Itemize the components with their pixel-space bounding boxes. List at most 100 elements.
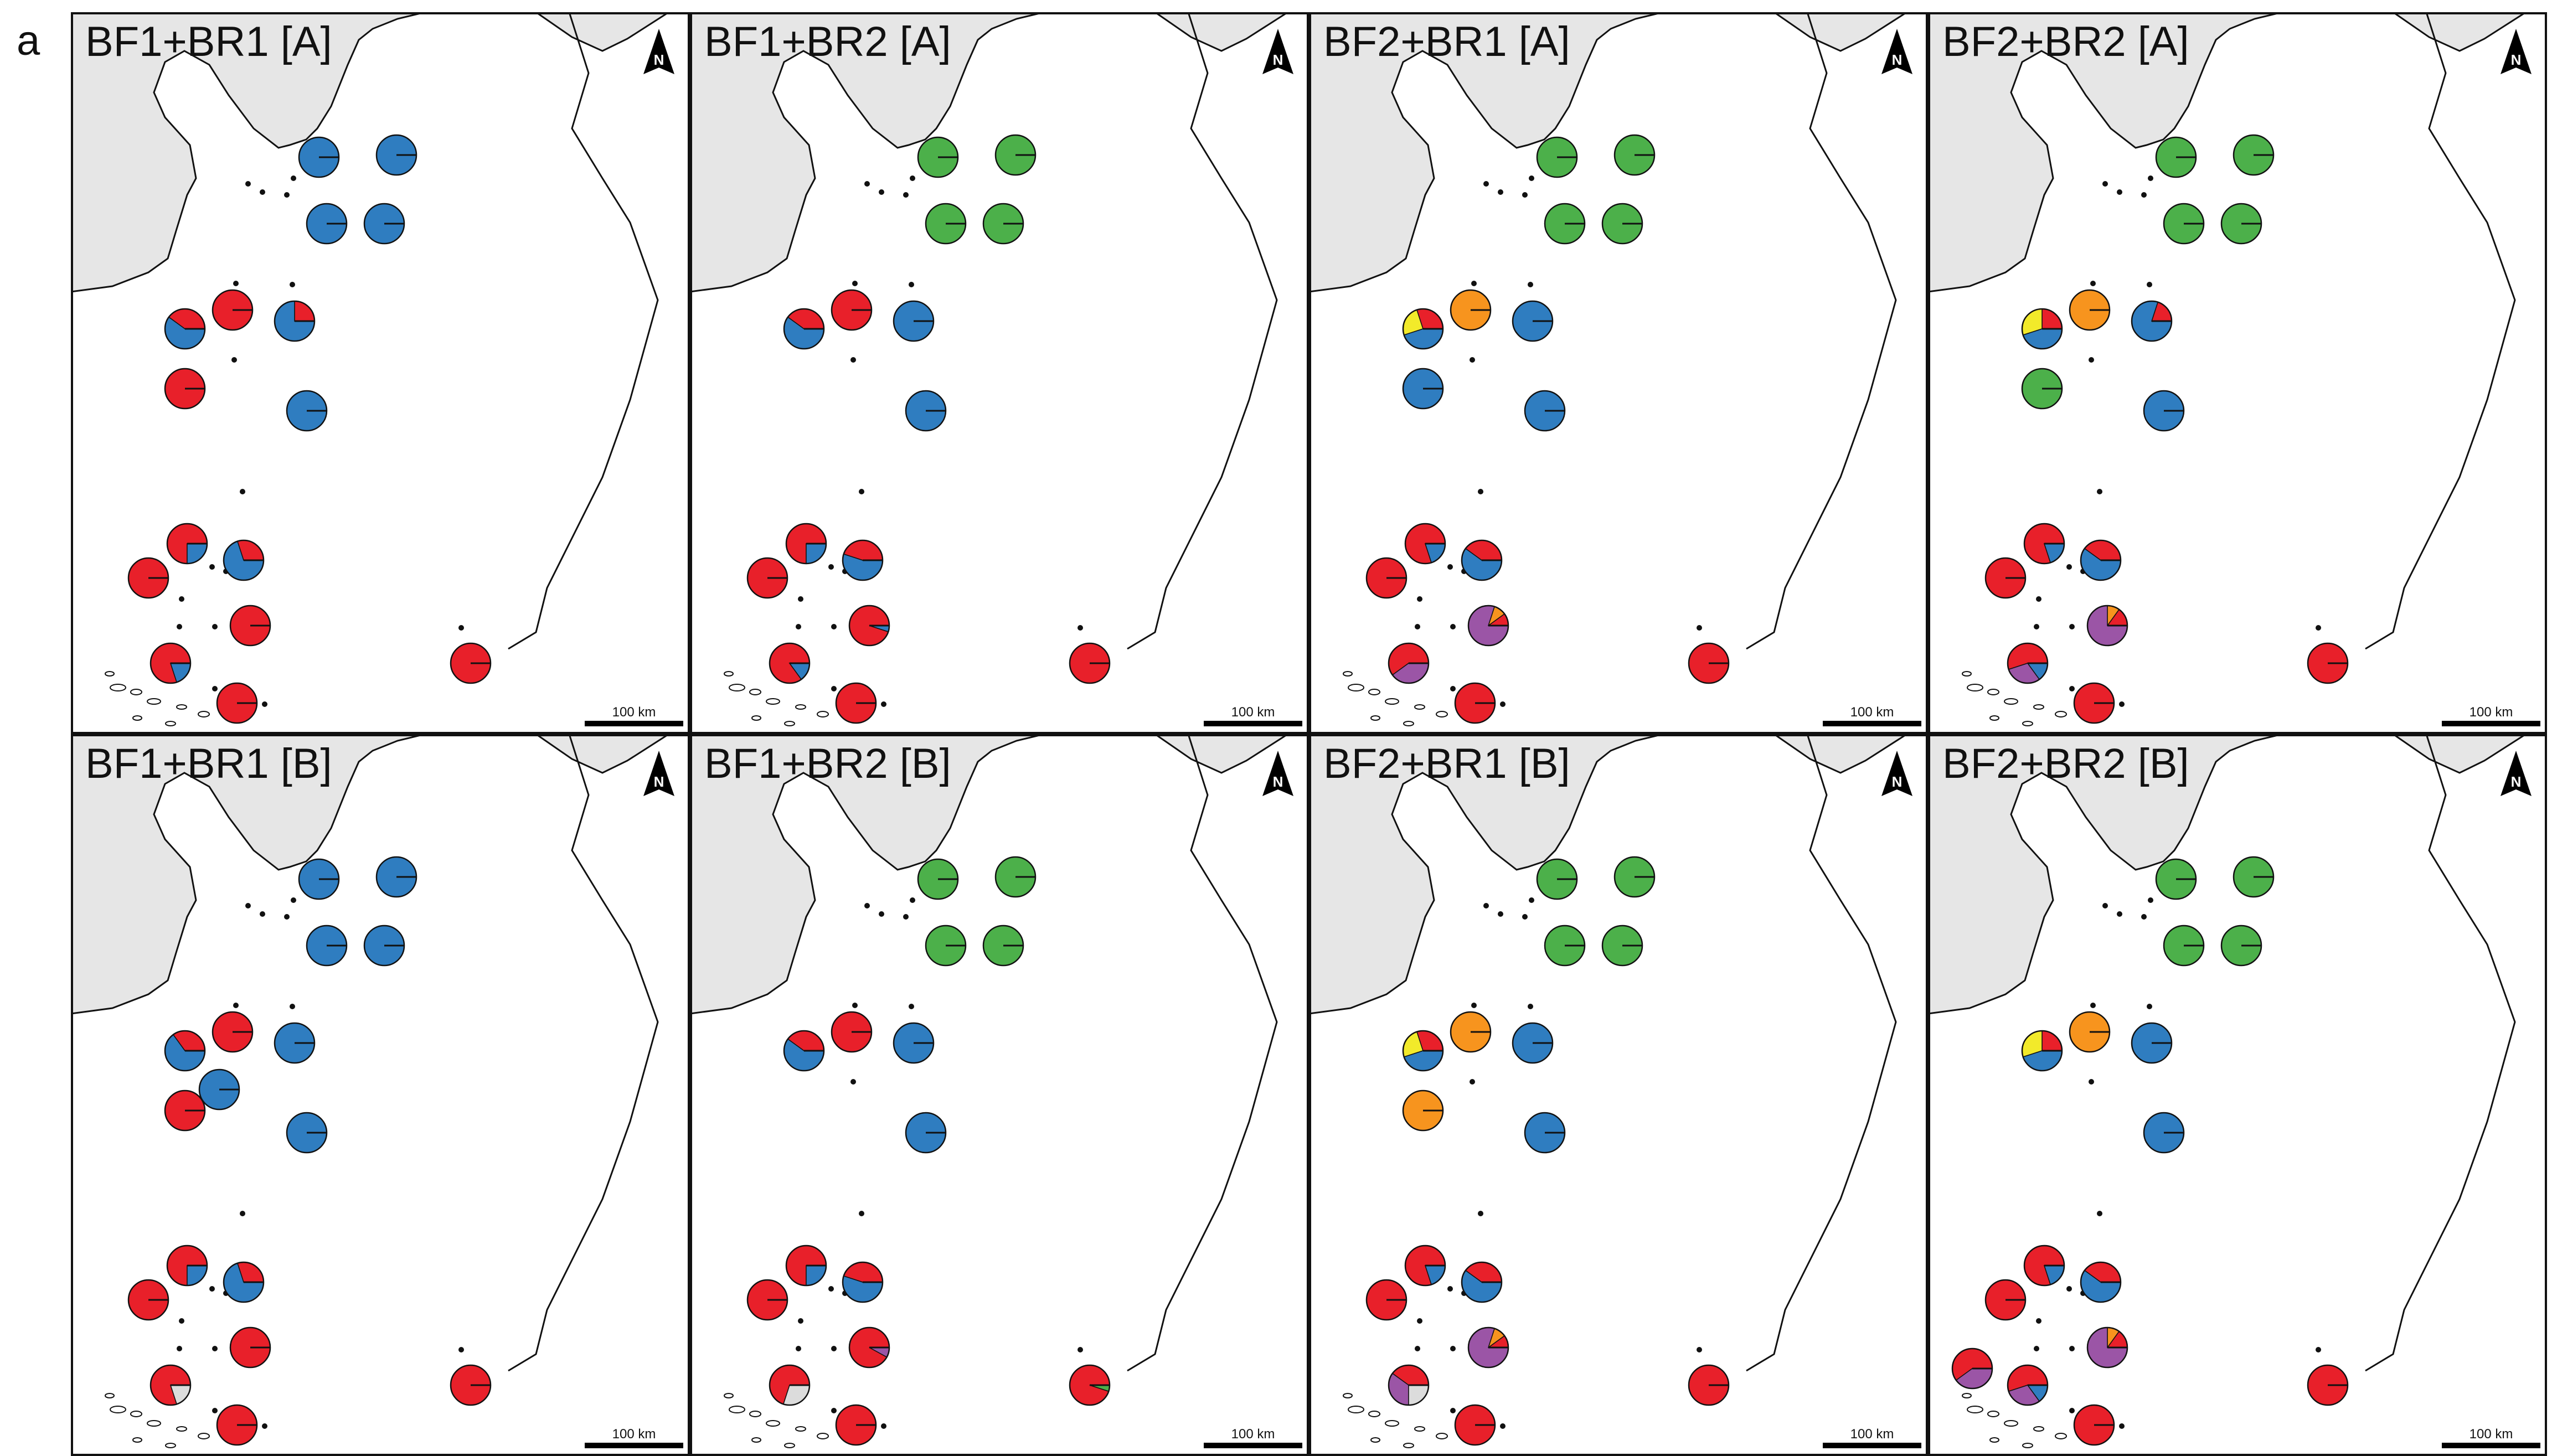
admixture-pie (1951, 1347, 1993, 1390)
site-dot (2119, 1423, 2125, 1429)
site-dot (850, 1079, 856, 1085)
site-dot (2034, 624, 2039, 629)
admixture-pie (2163, 203, 2205, 245)
site-dot (2119, 701, 2125, 707)
admixture-pie (306, 925, 348, 967)
site-dot (910, 175, 915, 181)
island (1989, 1437, 1999, 1443)
site-dot (831, 686, 837, 691)
scale-label: 100 km (612, 1427, 656, 1442)
island (132, 1437, 142, 1443)
site-dot (291, 175, 296, 181)
admixture-pie (994, 856, 1037, 898)
admixture-pie (831, 289, 873, 331)
admixture-pie (785, 1245, 827, 1287)
admixture-pie (2131, 300, 2173, 342)
north-arrow-icon: N (2501, 29, 2532, 74)
island (817, 1433, 829, 1439)
admixture-pie (2155, 858, 2197, 900)
admixture-pie (1601, 925, 1643, 967)
site-dot (796, 1346, 801, 1351)
site-dot (1415, 1346, 1420, 1351)
north-arrow-icon: N (1881, 751, 1912, 796)
north-label: N (2511, 51, 2522, 68)
admixture-pie (893, 1022, 935, 1064)
scale-label: 100 km (1231, 705, 1275, 720)
site-dot (179, 596, 184, 602)
site-dot (2117, 189, 2122, 195)
scale-label: 100 km (1231, 1427, 1275, 1442)
admixture-pie (1544, 203, 1586, 245)
site-dot (2316, 1347, 2321, 1352)
admixture-pie (2233, 856, 2275, 898)
island (1962, 671, 1972, 677)
site-dot (2147, 282, 2152, 287)
island (1967, 684, 1983, 691)
admixture-pie (375, 856, 417, 898)
island (749, 689, 761, 695)
admixture-pie (2069, 289, 2111, 331)
admixture-pie (149, 642, 192, 684)
site-dot (1470, 357, 1475, 363)
map-canvas: N 100 km (1928, 734, 2547, 1456)
site-dot (831, 1408, 837, 1413)
admixture-pie (1454, 1404, 1496, 1446)
admixture-pie (2023, 1245, 2065, 1287)
site-dot (1447, 564, 1453, 570)
admixture-pie (1688, 642, 1730, 684)
admixture-pie (127, 557, 169, 599)
figure-label: a (17, 17, 40, 64)
admixture-pie (1404, 523, 1446, 565)
admixture-pie (363, 203, 405, 245)
admixture-pie (2143, 1112, 2185, 1154)
island (1967, 1406, 1983, 1413)
scale-label: 100 km (1850, 705, 1894, 720)
map-canvas: N 100 km (1309, 734, 1928, 1456)
admixture-pie (1402, 1090, 1444, 1132)
island (105, 1393, 115, 1398)
island (1348, 1406, 1364, 1413)
site-dot (233, 281, 239, 286)
island (2004, 698, 2018, 705)
admixture-pie (1524, 1112, 1566, 1154)
admixture-pie (746, 1279, 788, 1321)
admixture-pie (2155, 136, 2197, 178)
site-dot (179, 1318, 184, 1324)
admixture-pie (1512, 300, 1554, 342)
admixture-pie (1536, 858, 1578, 900)
admixture-pie (1613, 134, 1656, 176)
island (729, 1406, 745, 1413)
admixture-pie (1404, 1245, 1446, 1287)
site-dot (2066, 564, 2072, 570)
admixture-pie (2220, 925, 2262, 967)
scale-bar (2442, 721, 2540, 726)
site-dot (177, 1346, 182, 1351)
site-dot (2089, 1079, 2094, 1085)
island (1348, 684, 1364, 691)
site-dot (864, 903, 870, 908)
scale-bar (1204, 1443, 1302, 1448)
coastline (508, 12, 659, 650)
site-dot (2097, 489, 2102, 494)
site-dot (828, 564, 834, 570)
admixture-pie (1601, 203, 1643, 245)
admixture-pie (274, 1022, 316, 1064)
site-dot (881, 1423, 886, 1429)
site-dot (909, 282, 914, 287)
admixture-pie (1467, 605, 1509, 647)
site-dot (1450, 686, 1456, 691)
admixture-pie (223, 539, 265, 581)
admixture-pie (842, 1261, 884, 1303)
site-dot (209, 564, 215, 570)
island (2055, 1433, 2067, 1439)
admixture-pie (164, 1090, 206, 1132)
island (1436, 711, 1448, 717)
site-dot (209, 1286, 215, 1292)
island (2022, 1443, 2033, 1448)
island (817, 711, 829, 717)
site-dot (2141, 914, 2147, 920)
admixture-pie (2069, 1011, 2111, 1053)
admixture-pie (917, 858, 959, 900)
admixture-pie (848, 1326, 890, 1369)
coastline (2365, 12, 2516, 650)
